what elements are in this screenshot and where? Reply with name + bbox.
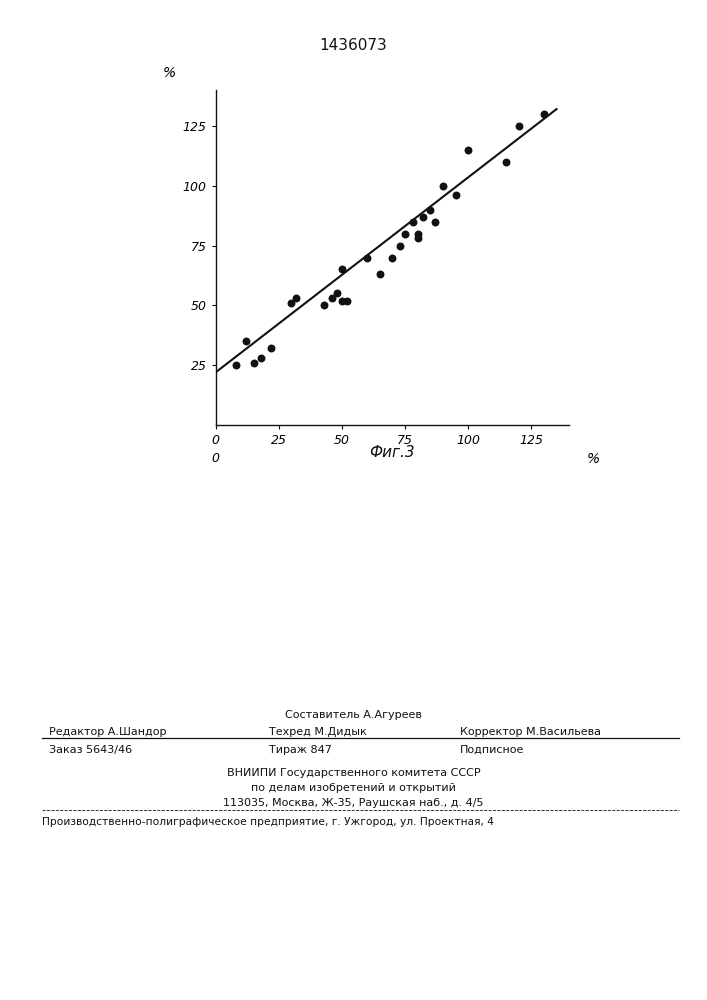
- Text: Производственно-полиграфическое предприятие, г. Ужгород, ул. Проектная, 4: Производственно-полиграфическое предприя…: [42, 817, 494, 827]
- Text: %: %: [587, 452, 600, 466]
- Point: [337, 293, 348, 309]
- Text: ВНИИПИ Государственного комитета СССР: ВНИИПИ Государственного комитета СССР: [227, 768, 480, 778]
- Point: [230, 357, 242, 373]
- Point: [412, 226, 423, 242]
- Point: [337, 261, 348, 277]
- Text: Техред М.Дидык: Техред М.Дидык: [269, 727, 366, 737]
- Point: [374, 266, 385, 282]
- Text: 1436073: 1436073: [320, 38, 387, 53]
- Point: [326, 290, 337, 306]
- Text: Тираж 847: Тираж 847: [269, 745, 332, 755]
- Point: [341, 293, 353, 309]
- Point: [387, 249, 398, 265]
- Point: [450, 187, 461, 203]
- Point: [513, 118, 525, 134]
- Point: [538, 106, 549, 122]
- Point: [395, 238, 406, 254]
- Text: Заказ 5643/46: Заказ 5643/46: [49, 745, 133, 755]
- Point: [255, 350, 267, 366]
- Text: Редактор А.Шандор: Редактор А.Шандор: [49, 727, 167, 737]
- Point: [501, 154, 512, 170]
- Point: [248, 355, 259, 371]
- Text: 0: 0: [211, 452, 220, 465]
- Point: [266, 340, 277, 356]
- Text: 113035, Москва, Ж-35, Раушская наб., д. 4/5: 113035, Москва, Ж-35, Раушская наб., д. …: [223, 798, 484, 808]
- Point: [417, 209, 428, 225]
- Text: Фиг.3: Фиг.3: [370, 445, 415, 460]
- Point: [286, 295, 297, 311]
- Point: [430, 214, 441, 230]
- Point: [361, 249, 373, 265]
- Point: [425, 202, 436, 218]
- Text: по делам изобретений и открытий: по делам изобретений и открытий: [251, 783, 456, 793]
- Text: Подписное: Подписное: [460, 745, 524, 755]
- Point: [331, 285, 342, 301]
- Point: [407, 214, 419, 230]
- Point: [291, 290, 302, 306]
- Point: [462, 142, 474, 158]
- Point: [399, 226, 411, 242]
- Point: [412, 230, 423, 246]
- Text: Корректор М.Васильева: Корректор М.Васильева: [460, 727, 600, 737]
- Point: [319, 297, 330, 313]
- Point: [437, 178, 448, 194]
- Text: %: %: [163, 66, 176, 80]
- Text: Составитель А.Агуреев: Составитель А.Агуреев: [285, 710, 422, 720]
- Point: [240, 333, 252, 349]
